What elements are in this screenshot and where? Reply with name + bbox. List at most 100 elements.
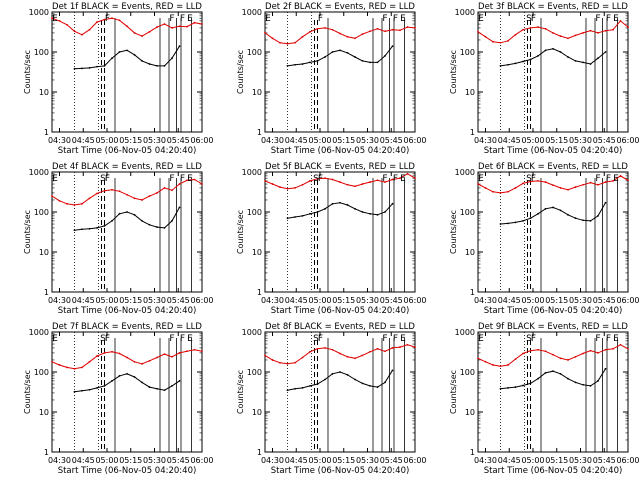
chart-title: Det 8f BLACK = Events, RED = LLD xyxy=(265,322,415,332)
data-point xyxy=(567,37,569,40)
data-point xyxy=(484,360,487,363)
data-point xyxy=(133,360,136,363)
x-tick-label: 06:00 xyxy=(403,456,426,465)
data-point xyxy=(346,204,349,206)
data-point xyxy=(522,352,524,355)
data-point xyxy=(597,379,599,382)
data-point xyxy=(111,17,113,20)
data-point xyxy=(309,30,311,33)
data-point xyxy=(544,49,547,52)
data-point xyxy=(529,27,532,29)
x-tick-label: 05:45 xyxy=(593,136,616,145)
data-point xyxy=(522,28,524,31)
data-point xyxy=(178,206,181,209)
x-tick-label: 05:30 xyxy=(356,296,379,305)
x-tick-label: 04:30 xyxy=(474,136,497,145)
x-tick-label: 04:45 xyxy=(72,136,95,145)
annotation-label: F xyxy=(393,174,398,184)
data-point xyxy=(301,35,304,38)
data-point xyxy=(537,54,539,57)
data-point xyxy=(81,33,83,36)
annotation-label: F xyxy=(393,14,398,24)
data-point xyxy=(507,364,509,366)
data-point xyxy=(324,27,326,29)
data-point xyxy=(514,62,517,65)
data-point xyxy=(163,353,166,356)
data-point xyxy=(399,29,401,32)
y-tick-label: 10 xyxy=(252,88,262,97)
data-point xyxy=(156,192,158,194)
data-point xyxy=(178,379,181,382)
x-tick-label: 04:30 xyxy=(261,296,284,305)
data-point xyxy=(316,177,319,180)
y-axis-label: Counts/sec xyxy=(236,50,245,94)
plot-frame xyxy=(477,11,629,133)
data-point xyxy=(369,384,371,387)
x-tick-label: 06:00 xyxy=(616,296,639,305)
y-tick-label: 1 xyxy=(257,288,262,297)
data-point xyxy=(279,361,281,364)
data-point xyxy=(514,386,517,388)
data-point xyxy=(103,224,106,227)
data-point xyxy=(148,359,151,362)
x-tick-label: 05:15 xyxy=(119,296,142,305)
y-tick-label: 1000 xyxy=(29,168,49,177)
data-point xyxy=(271,183,274,185)
x-tick-label: 04:45 xyxy=(498,136,521,145)
data-point xyxy=(96,227,98,229)
data-point xyxy=(537,179,539,182)
data-point xyxy=(148,63,151,65)
data-point xyxy=(406,26,409,28)
data-point xyxy=(73,30,76,33)
data-point xyxy=(331,178,334,181)
data-point xyxy=(627,179,629,182)
data-point xyxy=(264,179,266,182)
data-point xyxy=(391,45,394,48)
data-point xyxy=(88,67,91,69)
data-point xyxy=(148,195,151,197)
y-tick-label: 10 xyxy=(39,88,49,97)
chart-title: Det 6f BLACK = Events, RED = LLD xyxy=(478,162,628,172)
data-point xyxy=(316,211,319,213)
data-point xyxy=(294,387,296,390)
data-point xyxy=(522,384,524,387)
data-point xyxy=(604,201,607,204)
data-point xyxy=(406,343,409,346)
x-tick-label: 04:45 xyxy=(285,296,308,305)
annotation-label: F xyxy=(105,14,110,24)
data-point xyxy=(96,65,98,68)
data-point xyxy=(499,41,502,44)
data-point xyxy=(201,183,203,185)
chart-panel: Det 5f BLACK = Events, RED = LLD 1 10 100 10… xyxy=(236,162,427,316)
data-point xyxy=(331,51,334,53)
data-point xyxy=(559,372,562,375)
data-point xyxy=(619,174,622,177)
data-point xyxy=(507,39,509,42)
data-point xyxy=(567,188,569,191)
x-axis-label: Start Time (06-Nov-05 04:20:40) xyxy=(484,466,623,476)
data-point xyxy=(376,27,379,30)
data-point xyxy=(414,346,416,348)
data-point xyxy=(103,64,106,67)
data-point xyxy=(354,185,356,188)
x-tick-label: 06:00 xyxy=(403,136,426,145)
data-point xyxy=(163,23,166,25)
data-point xyxy=(597,183,599,186)
x-tick-label: 05:00 xyxy=(95,456,118,465)
x-tick-label: 05:45 xyxy=(380,296,403,305)
annotation-label: F xyxy=(382,334,387,344)
data-point xyxy=(58,199,61,202)
data-point xyxy=(529,217,532,220)
data-point xyxy=(118,352,121,355)
chart-panel: Det 4f BLACK = Events, RED = LLD 1 10 100 10… xyxy=(23,162,214,316)
annotation-label: E xyxy=(265,14,271,24)
data-point xyxy=(81,228,83,231)
data-point xyxy=(178,352,181,354)
y-tick-label: 100 xyxy=(247,368,262,377)
data-point xyxy=(163,64,166,67)
data-point xyxy=(567,56,569,58)
x-tick-label: 04:30 xyxy=(474,296,497,305)
data-point xyxy=(286,42,289,45)
annotation-label: E xyxy=(478,174,484,184)
data-point xyxy=(81,389,83,392)
